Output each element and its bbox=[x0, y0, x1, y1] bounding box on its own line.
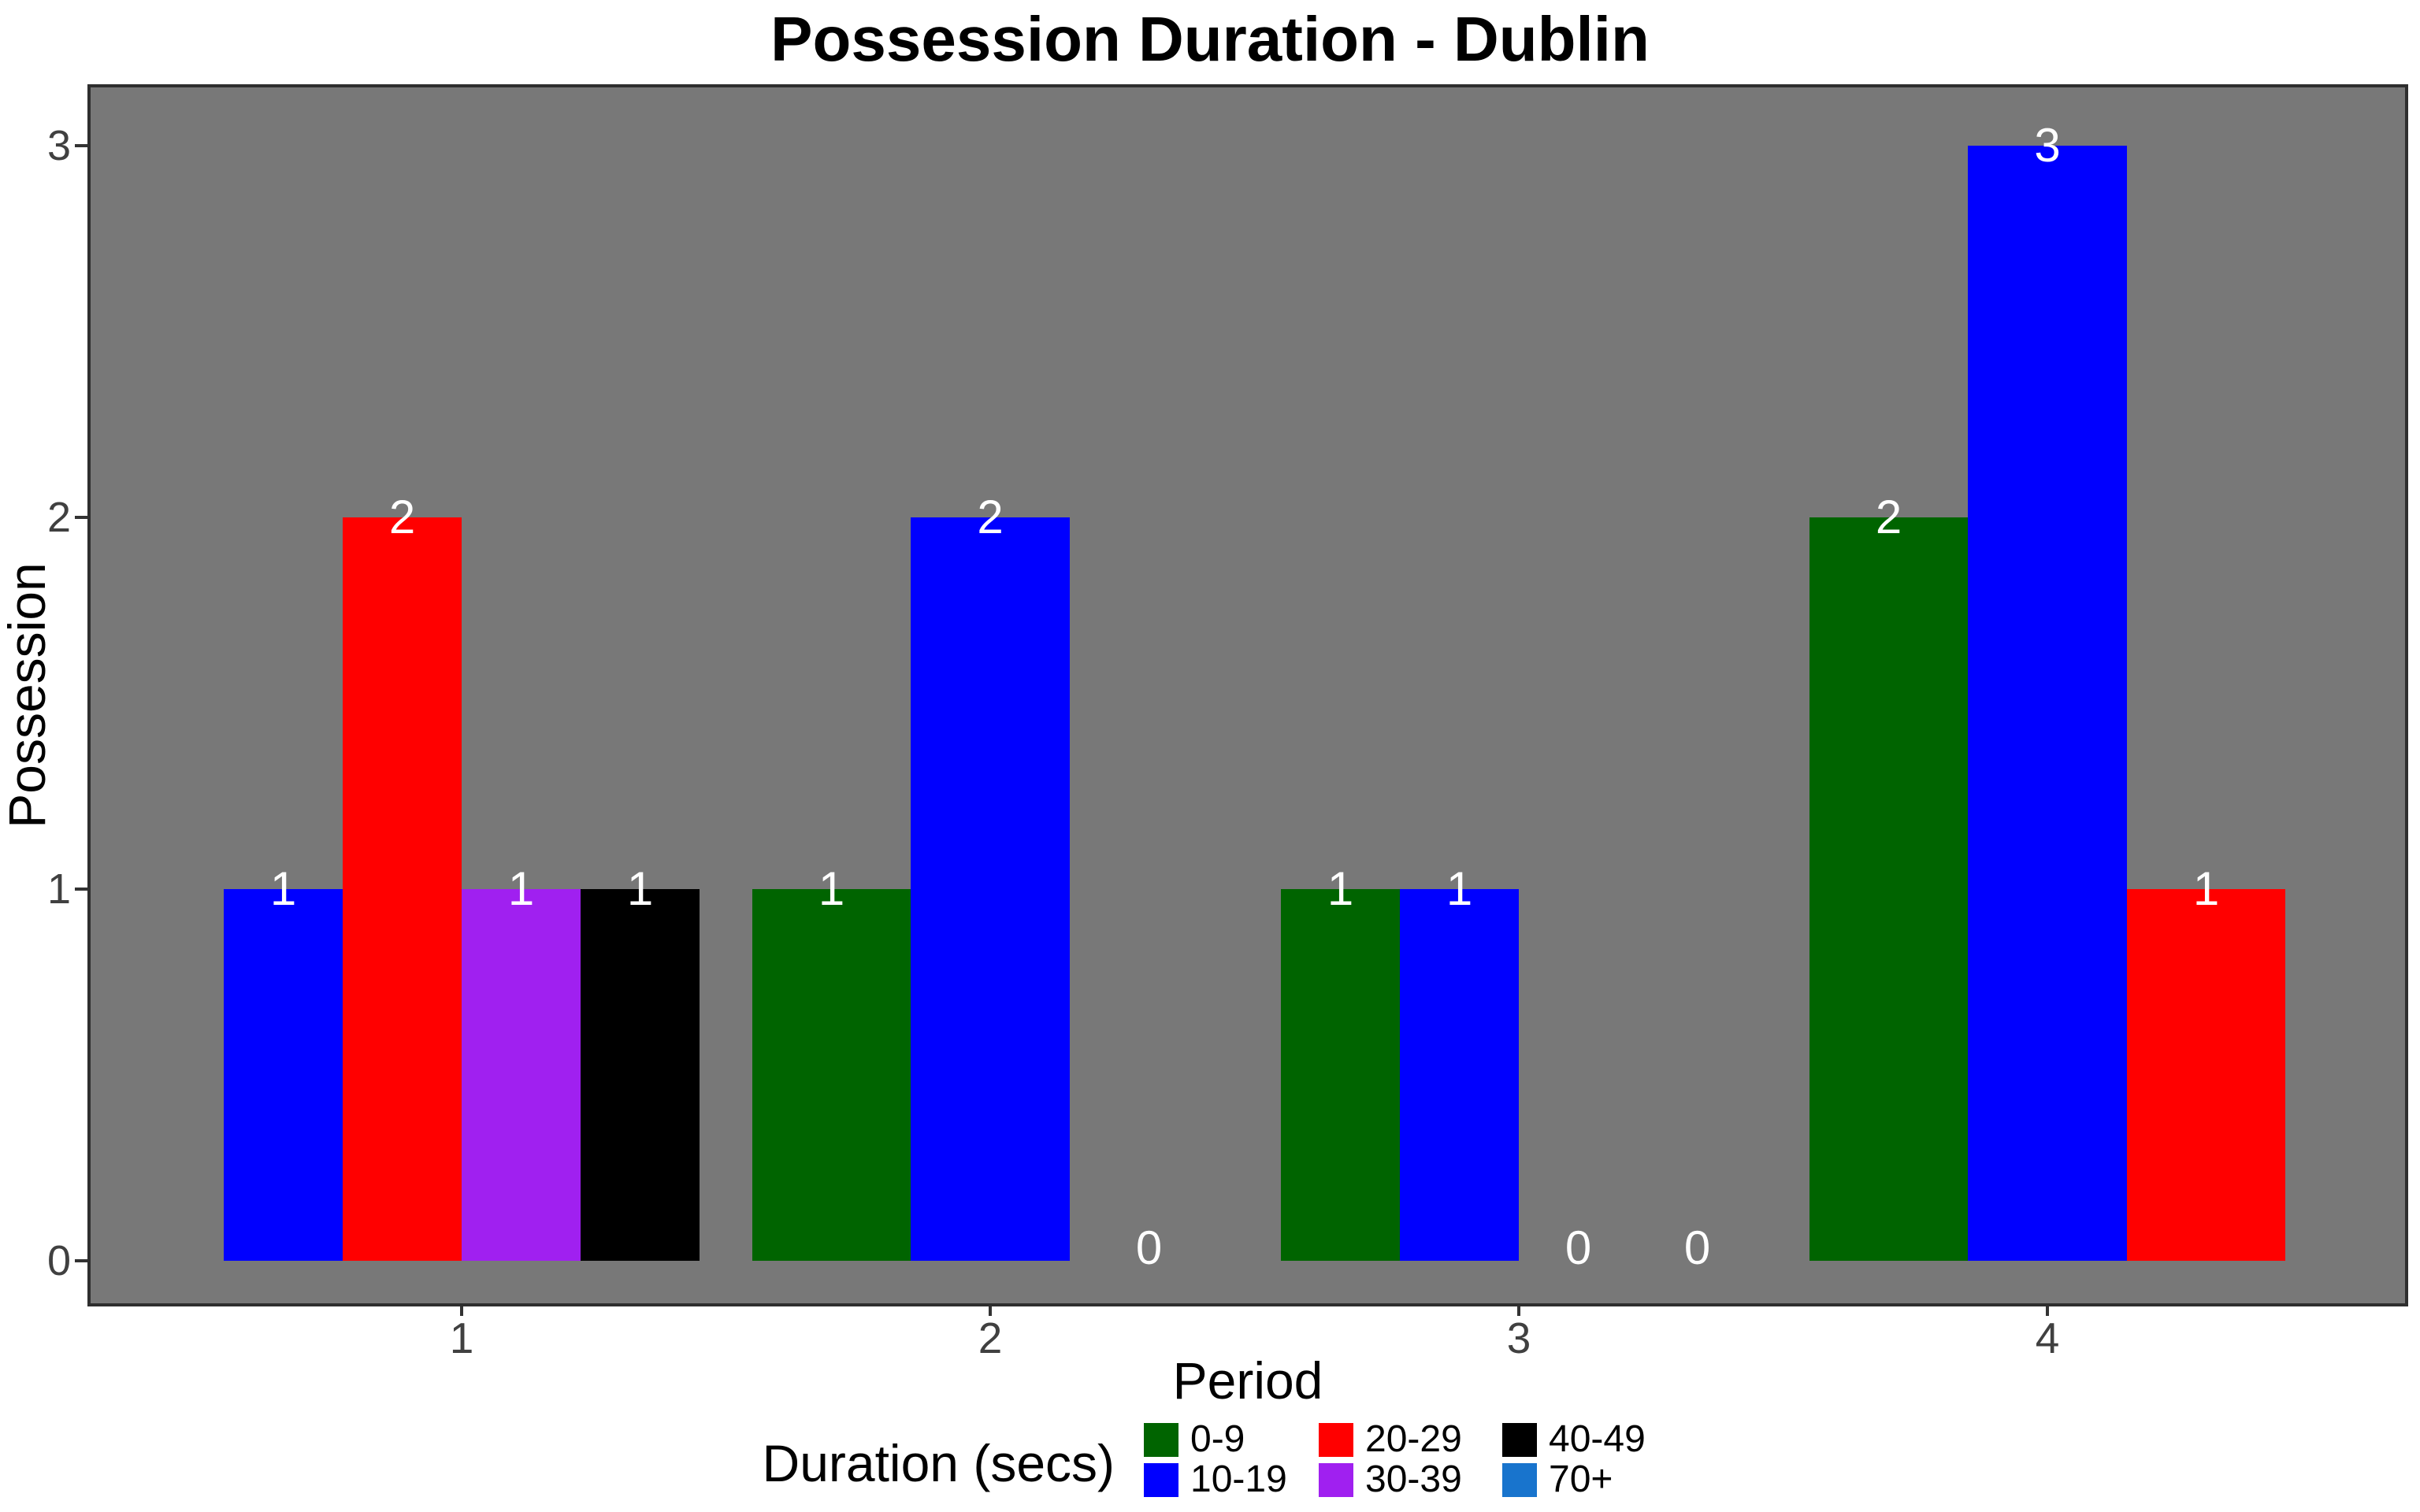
zero-value-label: 0 bbox=[1683, 1221, 1711, 1274]
x-axis-title: Period bbox=[1172, 1351, 1323, 1410]
bar-value-label: 1 bbox=[269, 862, 297, 915]
y-tick-label: 3 bbox=[46, 122, 71, 169]
y-tick-mark bbox=[75, 888, 87, 891]
y-tick-label: 2 bbox=[46, 494, 71, 541]
legend-label: 70+ bbox=[1549, 1458, 1613, 1500]
x-tick-label: 3 bbox=[1506, 1314, 1531, 1362]
y-tick-label: 1 bbox=[46, 865, 71, 913]
bar-value-label: 3 bbox=[2034, 119, 2061, 172]
bar-period2-0-9 bbox=[752, 889, 911, 1261]
bar-period4-20-29 bbox=[2127, 889, 2285, 1261]
bar-period4-10-19 bbox=[1968, 146, 2127, 1261]
bar-period4-0-9 bbox=[1809, 517, 1968, 1261]
x-tick-label: 1 bbox=[449, 1314, 474, 1362]
bar-value-label: 1 bbox=[507, 862, 535, 915]
zero-value-label: 0 bbox=[1135, 1221, 1163, 1274]
bar-value-label: 1 bbox=[2192, 862, 2220, 915]
y-tick-mark bbox=[75, 516, 87, 519]
bar-period3-10-19 bbox=[1400, 889, 1519, 1261]
bar-value-label: 1 bbox=[626, 862, 654, 915]
x-tick-mark bbox=[2046, 1306, 2049, 1316]
y-tick-mark bbox=[75, 1259, 87, 1262]
bar-period1-20-29 bbox=[343, 517, 462, 1261]
bar-value-label: 1 bbox=[1446, 862, 1473, 915]
bar-value-label: 1 bbox=[818, 862, 845, 915]
y-tick-mark bbox=[75, 144, 87, 147]
legend-label: 40-49 bbox=[1549, 1418, 1646, 1460]
zero-value-label: 0 bbox=[1564, 1221, 1592, 1274]
x-tick-mark bbox=[1517, 1306, 1520, 1316]
legend-swatch-0-9 bbox=[1144, 1423, 1178, 1457]
bar-value-label: 1 bbox=[1327, 862, 1354, 915]
y-tick-label: 0 bbox=[46, 1237, 71, 1284]
bar-period1-40-49 bbox=[581, 889, 700, 1261]
bar-value-label: 2 bbox=[388, 491, 416, 543]
legend-title: Duration (secs) bbox=[762, 1434, 1115, 1492]
chart-title: Possession Duration - Dublin bbox=[770, 4, 1650, 74]
bar-period1-10-19 bbox=[224, 889, 343, 1261]
bar-period1-30-39 bbox=[462, 889, 581, 1261]
legend-label: 10-19 bbox=[1190, 1458, 1287, 1500]
legend-swatch-10-19 bbox=[1144, 1463, 1178, 1497]
x-tick-label: 2 bbox=[978, 1314, 1003, 1362]
bar-value-label: 2 bbox=[1875, 491, 1902, 543]
x-tick-label: 4 bbox=[2035, 1314, 2060, 1362]
legend-label: 30-39 bbox=[1365, 1458, 1462, 1500]
bar-period3-0-9 bbox=[1281, 889, 1400, 1261]
legend-label: 0-9 bbox=[1190, 1418, 1245, 1460]
x-tick-mark bbox=[460, 1306, 463, 1316]
legend-swatch-70+ bbox=[1502, 1463, 1537, 1497]
y-axis-title: Possession bbox=[0, 562, 56, 828]
bar-period2-10-19 bbox=[911, 517, 1070, 1261]
x-tick-mark bbox=[989, 1306, 992, 1316]
legend-swatch-40-49 bbox=[1502, 1423, 1537, 1457]
legend-swatch-20-29 bbox=[1319, 1423, 1353, 1457]
legend-label: 20-29 bbox=[1365, 1418, 1462, 1460]
bar-value-label: 2 bbox=[977, 491, 1004, 543]
legend-swatch-30-39 bbox=[1319, 1463, 1353, 1497]
